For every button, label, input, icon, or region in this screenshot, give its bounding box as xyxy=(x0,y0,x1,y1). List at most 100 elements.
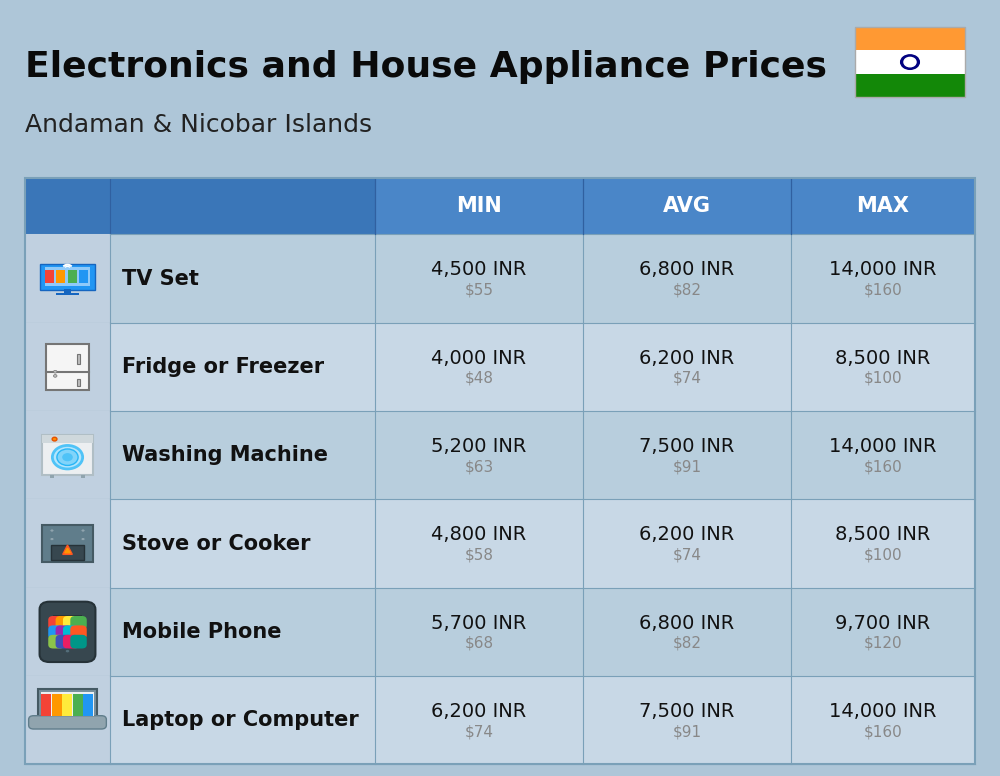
Bar xyxy=(25,178,975,764)
FancyBboxPatch shape xyxy=(29,715,106,729)
FancyBboxPatch shape xyxy=(63,616,79,629)
Circle shape xyxy=(53,370,57,373)
Bar xyxy=(25,178,375,234)
Text: TV Set: TV Set xyxy=(122,268,199,289)
FancyBboxPatch shape xyxy=(70,635,87,649)
Bar xyxy=(83,694,93,716)
Bar xyxy=(25,323,110,411)
Bar xyxy=(25,178,975,234)
Circle shape xyxy=(81,537,85,541)
Text: 6,800 INR: 6,800 INR xyxy=(639,260,735,279)
FancyBboxPatch shape xyxy=(56,625,72,639)
Text: $48: $48 xyxy=(464,371,494,386)
Bar xyxy=(25,234,975,323)
Text: $74: $74 xyxy=(672,548,702,563)
Circle shape xyxy=(52,445,83,469)
Text: $160: $160 xyxy=(864,724,902,740)
FancyBboxPatch shape xyxy=(56,616,72,629)
Bar xyxy=(25,411,110,500)
Bar xyxy=(56,270,65,282)
Text: $91: $91 xyxy=(672,724,702,740)
Circle shape xyxy=(904,57,916,67)
Bar xyxy=(53,615,82,646)
Text: Laptop or Computer: Laptop or Computer xyxy=(122,710,359,730)
Circle shape xyxy=(52,437,57,441)
Bar xyxy=(855,27,965,50)
Text: Electronics and House Appliance Prices: Electronics and House Appliance Prices xyxy=(25,50,827,85)
Text: 7,500 INR: 7,500 INR xyxy=(639,702,735,721)
Bar xyxy=(51,545,84,560)
Polygon shape xyxy=(63,545,72,554)
Bar xyxy=(25,587,110,676)
Circle shape xyxy=(57,449,78,466)
Bar xyxy=(77,354,80,364)
Text: 14,000 INR: 14,000 INR xyxy=(829,260,937,279)
Text: $68: $68 xyxy=(464,636,494,651)
Circle shape xyxy=(901,55,919,69)
Bar xyxy=(79,270,88,282)
Bar xyxy=(56,293,79,295)
FancyBboxPatch shape xyxy=(70,625,87,639)
Text: Stove or Cooker: Stove or Cooker xyxy=(122,534,310,553)
Text: $58: $58 xyxy=(464,548,494,563)
Bar xyxy=(25,323,975,411)
Bar xyxy=(45,270,54,282)
Bar xyxy=(64,289,71,294)
Text: 14,000 INR: 14,000 INR xyxy=(829,702,937,721)
Text: 8,500 INR: 8,500 INR xyxy=(835,348,931,368)
Text: 6,800 INR: 6,800 INR xyxy=(639,614,735,632)
Text: $160: $160 xyxy=(864,282,902,297)
FancyBboxPatch shape xyxy=(56,635,72,649)
Bar xyxy=(25,500,975,587)
Text: Andaman & Nicobar Islands: Andaman & Nicobar Islands xyxy=(25,113,372,137)
Text: 5,200 INR: 5,200 INR xyxy=(431,437,527,456)
Text: 6,200 INR: 6,200 INR xyxy=(431,702,527,721)
Circle shape xyxy=(50,537,54,541)
Bar xyxy=(41,691,94,716)
Text: 8,500 INR: 8,500 INR xyxy=(835,525,931,544)
Text: Washing Machine: Washing Machine xyxy=(122,445,328,465)
Bar xyxy=(25,676,975,764)
Polygon shape xyxy=(65,548,70,553)
Text: 14,000 INR: 14,000 INR xyxy=(829,437,937,456)
Text: $100: $100 xyxy=(864,371,902,386)
Text: MAX: MAX xyxy=(856,196,910,217)
Circle shape xyxy=(53,375,57,377)
Bar xyxy=(52,694,62,716)
Circle shape xyxy=(62,453,73,461)
Text: 4,000 INR: 4,000 INR xyxy=(431,348,527,368)
Text: $82: $82 xyxy=(672,636,702,651)
Bar xyxy=(855,74,965,97)
Text: AVG: AVG xyxy=(663,196,711,217)
FancyBboxPatch shape xyxy=(48,616,65,629)
Bar xyxy=(62,694,72,716)
Text: 7,500 INR: 7,500 INR xyxy=(639,437,735,456)
Text: $160: $160 xyxy=(864,459,902,474)
Bar xyxy=(40,264,95,290)
Bar xyxy=(42,525,93,562)
Text: MIN: MIN xyxy=(456,196,502,217)
Bar xyxy=(25,234,110,323)
Bar xyxy=(73,694,83,716)
Bar xyxy=(46,344,89,390)
Text: $100: $100 xyxy=(864,548,902,563)
FancyBboxPatch shape xyxy=(63,625,79,639)
Bar xyxy=(25,676,110,764)
Text: 4,800 INR: 4,800 INR xyxy=(431,525,527,544)
Bar xyxy=(42,435,93,443)
Text: $55: $55 xyxy=(464,282,494,297)
Text: 9,700 INR: 9,700 INR xyxy=(835,614,931,632)
Bar xyxy=(25,500,110,587)
Text: Fridge or Freezer: Fridge or Freezer xyxy=(122,357,324,377)
Bar xyxy=(81,475,85,478)
FancyBboxPatch shape xyxy=(63,635,79,649)
Circle shape xyxy=(50,528,54,532)
Text: $91: $91 xyxy=(672,459,702,474)
Text: 6,200 INR: 6,200 INR xyxy=(639,525,735,544)
Bar xyxy=(50,475,54,478)
Text: 5,700 INR: 5,700 INR xyxy=(431,614,527,632)
Bar xyxy=(41,694,51,716)
Circle shape xyxy=(81,528,85,532)
Text: $74: $74 xyxy=(464,724,494,740)
Bar xyxy=(77,379,80,386)
